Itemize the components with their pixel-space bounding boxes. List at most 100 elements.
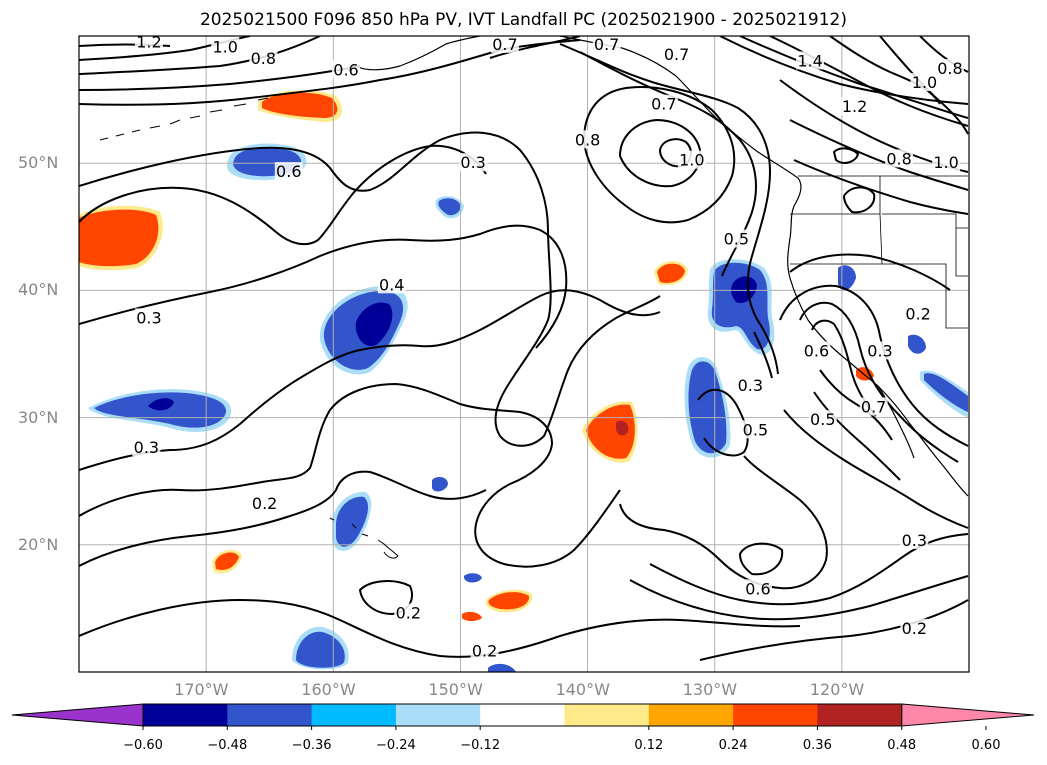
map-title: 2025021500 F096 850 hPa PV, IVT Landfall…	[199, 10, 847, 30]
alaska-coast	[354, 36, 481, 71]
contour-label-bg	[910, 73, 939, 92]
contour-line	[819, 369, 893, 441]
contour-line	[618, 118, 702, 188]
contour-label: 0.6	[333, 60, 358, 79]
contour-line	[753, 331, 773, 379]
neg-anomaly-area	[148, 398, 174, 411]
contour-line	[769, 36, 969, 127]
contour-label: 0.5	[810, 410, 835, 429]
contour-label: 1.2	[842, 97, 867, 116]
contour-label: 0.3	[902, 531, 927, 550]
contour-label-bg	[808, 410, 837, 429]
colorbar-tick-label: 0.24	[718, 738, 748, 753]
latitude-tick-label: 50°N	[18, 153, 59, 173]
colorbar-segment	[733, 704, 818, 726]
neg-anomaly-area	[908, 334, 926, 354]
contour-label-bg	[649, 94, 678, 113]
contour-label: 0.5	[724, 230, 749, 249]
contour-label-bg	[377, 275, 406, 294]
contour-label-bg	[722, 229, 751, 248]
colorbar-tick-label: 0.48	[887, 738, 917, 753]
neg-anomaly-area	[711, 262, 770, 350]
contour-line	[789, 253, 951, 291]
pos-anomaly-area	[856, 367, 874, 381]
contour-line	[79, 224, 568, 349]
contour-label-bg	[394, 603, 423, 622]
longitude-tick-label: 140°W	[555, 680, 610, 699]
contour-line	[719, 36, 969, 105]
neg-anomaly-area	[838, 265, 856, 291]
contour-line	[79, 144, 487, 246]
neg-anomaly-area	[731, 276, 757, 304]
contour-label-bg	[900, 530, 929, 549]
contour-line	[832, 147, 860, 164]
contour-label: 0.3	[738, 376, 763, 395]
colorbar-segment	[564, 704, 650, 726]
contour-line	[629, 575, 969, 621]
contour-label: 0.2	[252, 494, 277, 513]
border-line	[790, 213, 883, 265]
colorbar-tick-label: 0.36	[802, 738, 832, 753]
contour-label: 0.8	[251, 49, 276, 68]
contour-label-bg	[211, 37, 240, 56]
colorbar-frame	[142, 703, 903, 727]
contour-label-bg	[743, 579, 772, 598]
contour-label: 0.3	[136, 308, 161, 327]
colorbar-under-arrow	[11, 703, 144, 727]
contour-label: 0.3	[460, 153, 485, 172]
political-borders	[790, 175, 968, 329]
contour-line	[779, 284, 969, 447]
contour-label-bg	[900, 618, 929, 637]
contour-label: 0.6	[745, 579, 770, 598]
coastlines	[99, 36, 969, 559]
contour-label-bg	[332, 60, 360, 79]
border-line	[879, 176, 957, 228]
contour-label-bg	[741, 420, 770, 439]
contour-label-bg	[249, 48, 278, 67]
contour-label: 0.2	[472, 642, 497, 661]
contour-label: 0.7	[664, 45, 689, 64]
contour-line	[783, 409, 969, 529]
contour-label-bg	[866, 341, 894, 360]
contour-label: 0.2	[396, 603, 421, 622]
contour-label: 0.2	[902, 619, 927, 638]
contour-label: 0.3	[867, 341, 892, 360]
contour-label: 0.8	[937, 59, 962, 78]
contour-label-bg	[904, 304, 933, 323]
contour-label-bg	[859, 397, 888, 416]
contour-line	[699, 599, 969, 661]
latitude-tick-label: 30°N	[18, 407, 59, 427]
neg-anomaly-area	[438, 198, 461, 216]
contour-line	[582, 86, 736, 224]
colorbar-segment	[143, 704, 228, 726]
pos-anomaly-area	[462, 611, 482, 621]
contour-line	[579, 51, 757, 277]
contour-line	[79, 131, 661, 447]
contour-label: 0.7	[651, 95, 676, 114]
contour-label: 0.6	[804, 341, 829, 360]
contour-labels: 1.2 1.00.80.60.7 0.70.70.70.81.00.6 0.31.41…	[132, 32, 964, 661]
contour-label: 0.3	[134, 438, 159, 457]
contour-line	[79, 65, 361, 91]
contour-line	[619, 455, 828, 590]
colorbar-tick-label: −0.48	[207, 738, 248, 753]
longitude-tick-label: 130°W	[682, 680, 738, 699]
contour-label-bg	[592, 36, 621, 53]
neg-anomaly-area	[432, 476, 448, 492]
contour-label: 0.5	[743, 420, 768, 439]
colorbar-segment	[311, 704, 397, 726]
contour-label-bg	[490, 36, 519, 53]
contour-label: 1.2	[136, 32, 161, 51]
contour-label-bg	[932, 153, 961, 172]
longitude-tick-label: 120°W	[809, 680, 865, 699]
colorbar-tick-label: −0.60	[123, 738, 163, 753]
contour-label-bg	[802, 341, 831, 360]
baja-coast	[877, 385, 915, 459]
contour-line	[79, 289, 661, 471]
contour-line	[879, 36, 969, 135]
colorbar-tick-label: −0.12	[460, 738, 501, 753]
contour-label: 0.4	[379, 275, 404, 294]
neg-anomaly-area	[296, 631, 345, 668]
contour-line	[559, 43, 779, 375]
